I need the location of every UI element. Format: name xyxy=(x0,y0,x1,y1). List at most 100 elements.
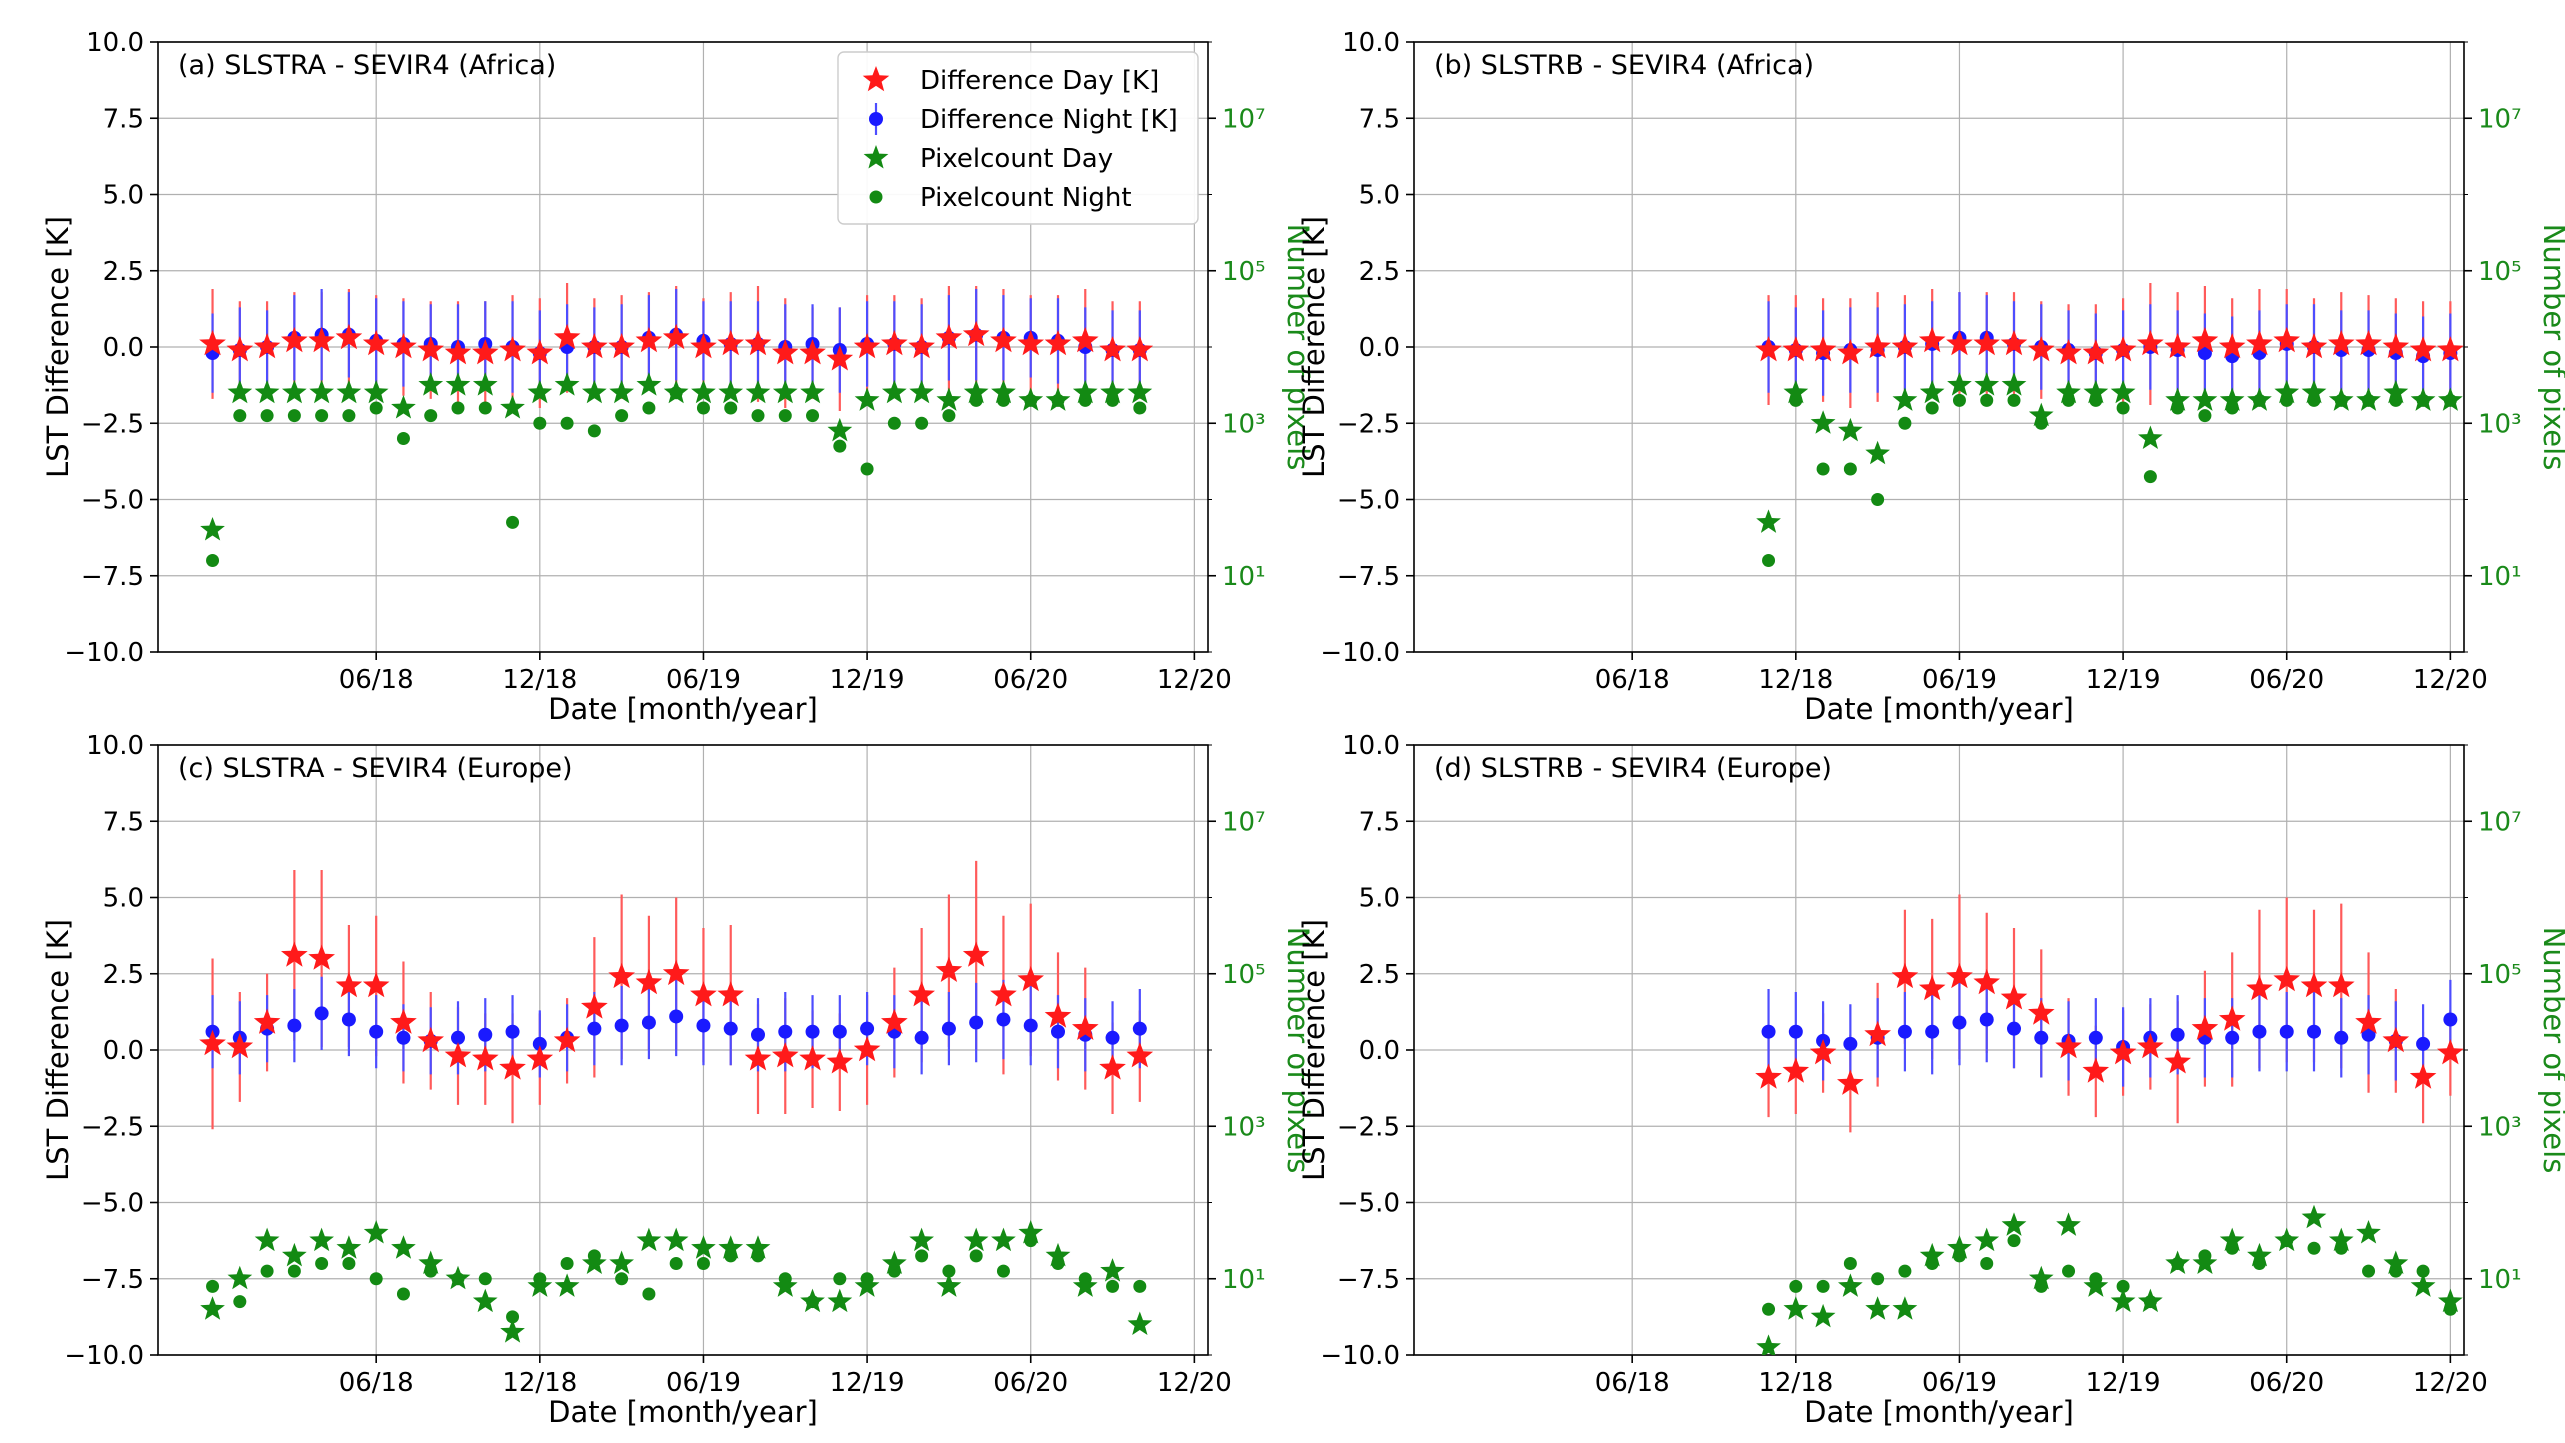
point-pixelcount-night xyxy=(342,1257,356,1270)
point-difference-day xyxy=(1099,1054,1126,1080)
x-tick-label: 06/20 xyxy=(2249,665,2324,695)
point-difference-day xyxy=(962,941,990,967)
x-tick-label: 12/18 xyxy=(502,1368,577,1398)
point-pixelcount-night xyxy=(287,1264,301,1278)
point-difference-night xyxy=(778,1024,793,1039)
point-pixelcount-day xyxy=(800,379,825,404)
point-pixelcount-night xyxy=(1133,401,1147,415)
point-difference-day xyxy=(826,345,854,371)
point-pixelcount-day xyxy=(1947,1235,1972,1259)
y-tick-label: −2.5 xyxy=(81,409,144,439)
y2-axis-label: Number of pixels xyxy=(1281,927,1315,1174)
point-pixelcount-night xyxy=(287,409,301,423)
point-pixelcount-day xyxy=(254,379,280,404)
point-difference-day xyxy=(1072,1014,1099,1040)
y2-tick-label: 10³ xyxy=(1222,409,1266,439)
point-pixelcount-night xyxy=(260,409,274,423)
point-difference-day xyxy=(1782,336,1810,362)
point-pixelcount-day xyxy=(1919,1242,1945,1267)
point-difference-day xyxy=(635,968,663,995)
point-difference-day xyxy=(253,333,281,359)
point-pixelcount-night xyxy=(887,416,901,430)
point-pixelcount-day xyxy=(2165,1250,2190,1274)
data-marks xyxy=(1755,894,2464,1355)
point-pixelcount-day xyxy=(2083,379,2109,404)
panel-a: 10.0 7.5 5.0 2.5 0.0 −2.5 −5.0 −7.5 −10.0 06/18 12… xyxy=(41,28,1315,726)
point-difference-day xyxy=(2437,1039,2464,1065)
point-pixelcount-night xyxy=(233,409,247,423)
point-difference-day xyxy=(335,323,363,350)
point-pixelcount-day xyxy=(909,1227,934,1252)
point-difference-day xyxy=(2382,1026,2410,1053)
point-pixelcount-day xyxy=(472,372,498,396)
point-difference-day xyxy=(990,326,1017,353)
point-difference-day xyxy=(608,962,635,989)
y2-axis-label: Number of pixels xyxy=(2537,927,2565,1174)
y2-tick-label: 10⁷ xyxy=(1222,807,1266,837)
point-difference-night xyxy=(2416,1036,2431,1051)
point-difference-day xyxy=(2137,1033,2164,1059)
point-pixelcount-day xyxy=(745,379,771,404)
y-tick-label: 10.0 xyxy=(86,28,144,58)
point-difference-day xyxy=(2246,329,2273,356)
point-pixelcount-day xyxy=(2192,1250,2218,1274)
point-pixelcount-day xyxy=(2056,1212,2081,1236)
point-pixelcount-day xyxy=(663,1227,689,1252)
legend: Difference Day [K] Difference Night [K] Pi… xyxy=(837,51,1199,225)
y-tick-label: 2.5 xyxy=(103,257,144,287)
point-difference-day xyxy=(1017,965,1044,992)
point-difference-day xyxy=(2055,1033,2082,1059)
point-difference-day xyxy=(2246,975,2273,1001)
y2-axis-ticks: 10¹ 10³ 10⁵ 10⁷ xyxy=(2464,744,2522,1356)
point-difference-night xyxy=(996,1012,1011,1027)
point-pixelcount-night xyxy=(560,416,574,430)
point-difference-day xyxy=(826,1048,854,1074)
point-difference-day xyxy=(853,1036,881,1062)
point-pixelcount-night xyxy=(1789,1279,1803,1293)
panel-b: 10.0 7.5 5.0 2.5 0.0 −2.5 −5.0 −7.5 −10.0 06/18 12… xyxy=(1297,28,2565,726)
x-tick-label: 12/20 xyxy=(1157,665,1232,695)
point-pixelcount-night xyxy=(2198,409,2212,423)
y2-tick-label: 10⁷ xyxy=(1222,104,1266,134)
point-pixelcount-day xyxy=(2438,387,2463,411)
y-tick-label: −10.0 xyxy=(1320,1341,1400,1371)
point-difference-day xyxy=(1809,336,1837,362)
point-pixelcount-night xyxy=(860,462,874,476)
point-difference-day xyxy=(390,333,417,359)
point-difference-night xyxy=(723,1021,738,1036)
point-difference-night xyxy=(396,1030,411,1045)
point-pixelcount-night xyxy=(1762,1302,1776,1316)
point-pixelcount-night xyxy=(206,554,220,567)
point-pixelcount-day xyxy=(691,379,716,404)
point-difference-day xyxy=(226,1033,254,1059)
point-difference-day xyxy=(717,329,744,356)
point-difference-day xyxy=(908,981,935,1007)
y2-tick-label: 10³ xyxy=(1222,1112,1266,1142)
legend-label: Pixelcount Night xyxy=(920,183,1132,213)
point-difference-day xyxy=(799,339,826,365)
point-pixelcount-day xyxy=(2219,387,2245,411)
y-tick-label: 5.0 xyxy=(1359,181,1400,211)
point-difference-day xyxy=(1044,329,1072,356)
x-tick-label: 06/20 xyxy=(993,665,1068,695)
point-difference-day xyxy=(690,981,717,1007)
y-tick-label: −7.5 xyxy=(1337,1265,1400,1295)
point-pixelcount-day xyxy=(2028,1265,2054,1290)
point-pixelcount-day xyxy=(1045,1242,1071,1267)
point-pixelcount-day xyxy=(2001,372,2027,396)
point-pixelcount-day xyxy=(718,1235,744,1259)
point-difference-night xyxy=(2361,1027,2376,1042)
point-pixelcount-day xyxy=(2247,1242,2272,1267)
point-difference-night xyxy=(2197,346,2212,361)
point-pixelcount-day xyxy=(418,372,444,396)
point-pixelcount-day xyxy=(936,387,962,411)
point-difference-day xyxy=(553,323,581,350)
point-difference-day xyxy=(1755,1063,1782,1089)
x-axis-label: Date [month/year] xyxy=(1804,1395,2074,1429)
point-difference-day xyxy=(1891,962,1919,989)
point-difference-day xyxy=(499,1054,526,1080)
point-pixelcount-day xyxy=(1919,379,1945,404)
point-pixelcount-night xyxy=(369,401,383,415)
point-difference-day xyxy=(2109,1039,2137,1065)
y-tick-label: 5.0 xyxy=(1359,884,1400,914)
